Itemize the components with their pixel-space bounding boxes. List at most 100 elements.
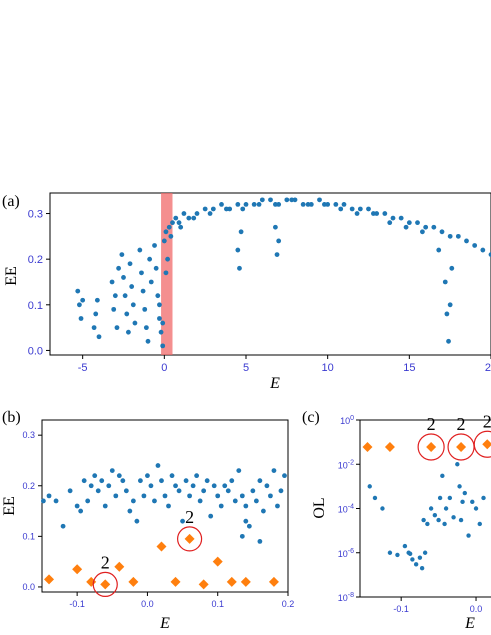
data-point (93, 311, 99, 317)
data-point (125, 329, 131, 335)
y-tick-label: 10-4 (338, 504, 354, 515)
data-point (473, 506, 479, 511)
data-point (124, 311, 130, 317)
data-point (210, 206, 216, 212)
data-point (240, 206, 246, 212)
data-point (402, 543, 408, 549)
data-point (163, 270, 169, 276)
data-point (243, 518, 249, 524)
data-point (121, 275, 126, 280)
data-point (443, 506, 449, 511)
data-point (460, 499, 465, 505)
data-point (181, 211, 187, 216)
data-point (166, 503, 171, 509)
data-point (145, 473, 150, 479)
data-point (436, 247, 442, 253)
data-point (407, 551, 413, 556)
diamond-point (72, 564, 83, 575)
data-point (191, 215, 197, 221)
multiplicity-label: 2 (101, 552, 110, 572)
data-point (447, 233, 453, 239)
data-point (119, 252, 125, 258)
data-point (178, 224, 184, 230)
data-point (243, 503, 249, 509)
data-point (143, 325, 149, 331)
data-point (106, 483, 112, 489)
x-tick-label: 5 (243, 362, 249, 374)
data-point (173, 483, 178, 489)
data-point (289, 197, 295, 203)
y-tick-label: 0.0 (22, 582, 35, 592)
data-point (168, 233, 174, 239)
data-point (436, 517, 441, 523)
data-point (113, 493, 119, 499)
data-point (390, 215, 396, 221)
data-point (387, 550, 393, 555)
diamond-point (198, 579, 209, 590)
data-point (130, 302, 136, 308)
data-point (194, 473, 200, 479)
data-point (176, 488, 182, 494)
data-point (444, 311, 450, 317)
data-point (410, 557, 415, 562)
data-point (238, 229, 244, 235)
x-tick-label: 0.0 (470, 604, 483, 614)
diamond-point (268, 576, 279, 587)
data-point (372, 495, 378, 501)
data-point (157, 302, 162, 308)
data-point (152, 243, 157, 248)
data-point (488, 252, 491, 258)
data-point (166, 224, 172, 230)
data-point (78, 316, 84, 321)
data-point (75, 288, 81, 294)
data-point (428, 506, 434, 511)
data-point (116, 473, 122, 479)
data-point (190, 483, 196, 489)
data-point (382, 211, 388, 216)
data-point (470, 499, 475, 505)
data-point (162, 493, 168, 499)
data-point (458, 517, 464, 523)
data-point (447, 495, 453, 501)
multiplicity-label: 2 (427, 414, 436, 434)
data-point (186, 215, 192, 221)
data-point (88, 483, 94, 489)
data-point (153, 265, 159, 271)
data-point (457, 484, 462, 489)
data-point (116, 265, 121, 271)
data-point (257, 539, 263, 544)
data-point (202, 206, 208, 212)
diamond-point (44, 574, 55, 585)
data-point (387, 220, 393, 226)
data-point (371, 211, 376, 216)
data-point (41, 498, 46, 504)
y-axis-title-c: OL (311, 497, 328, 518)
highlight-circle (473, 430, 491, 458)
data-point (127, 508, 133, 514)
data-point (123, 488, 129, 494)
data-point (53, 498, 59, 504)
data-point (218, 503, 224, 509)
y-tick-label: 0.0 (28, 345, 43, 357)
diamond-point (226, 576, 237, 587)
diamond-point (114, 561, 125, 572)
data-point (276, 238, 282, 244)
data-point (282, 473, 287, 479)
data-point (109, 279, 115, 285)
data-point (464, 238, 469, 244)
data-point (333, 202, 339, 207)
highlight-circle (92, 571, 118, 598)
data-point (140, 288, 146, 294)
data-point (148, 483, 154, 489)
data-point (446, 338, 451, 344)
data-point (219, 202, 224, 207)
data-point (170, 220, 175, 226)
data-point (99, 478, 105, 484)
data-point (173, 215, 179, 221)
data-point (256, 202, 262, 207)
data-point (261, 508, 266, 514)
data-point (134, 518, 140, 524)
y-tick-label: 10-2 (338, 459, 354, 470)
data-point (127, 261, 133, 267)
